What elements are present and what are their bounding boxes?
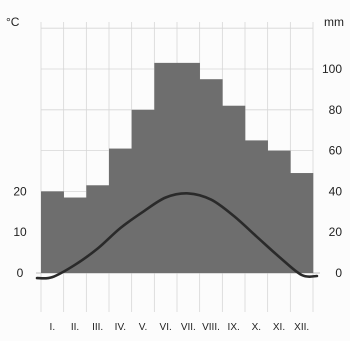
precipitation-bar (154, 63, 177, 273)
month-label: V. (139, 322, 148, 333)
month-label: VIII. (202, 322, 220, 333)
month-label: X. (252, 322, 261, 333)
right-tick-label: 0 (335, 266, 342, 280)
left-tick-label: 10 (13, 225, 27, 239)
right-unit-label: mm (324, 15, 344, 29)
right-tick-label: 20 (329, 225, 343, 239)
month-label: VII. (181, 322, 196, 333)
precipitation-bar (86, 185, 109, 273)
month-label: VI. (160, 322, 172, 333)
precipitation-bar (200, 79, 223, 273)
precipitation-bar (132, 110, 155, 273)
precipitation-bar (64, 198, 87, 273)
month-label: II. (71, 322, 79, 333)
precipitation-bar (245, 140, 268, 273)
left-unit-label: °C (6, 15, 20, 29)
precipitation-bar (177, 63, 200, 273)
month-label: XII. (294, 322, 309, 333)
month-label: IV. (115, 322, 126, 333)
precipitation-bars (41, 63, 313, 273)
month-label: IX. (228, 322, 240, 333)
precipitation-bar (109, 149, 132, 273)
precipitation-bar (290, 173, 313, 273)
left-tick-label: 20 (13, 184, 27, 198)
left-tick-label: 0 (17, 266, 24, 280)
precipitation-bar (41, 191, 64, 273)
right-tick-label: 60 (329, 144, 343, 158)
right-tick-label: 100 (322, 62, 342, 76)
right-tick-label: 80 (329, 103, 343, 117)
precipitation-bar (222, 106, 245, 273)
month-label: III. (92, 322, 103, 333)
precipitation-bar (268, 151, 291, 273)
month-label: I. (50, 322, 56, 333)
right-tick-label: 40 (329, 184, 343, 198)
month-label: XI. (273, 322, 285, 333)
